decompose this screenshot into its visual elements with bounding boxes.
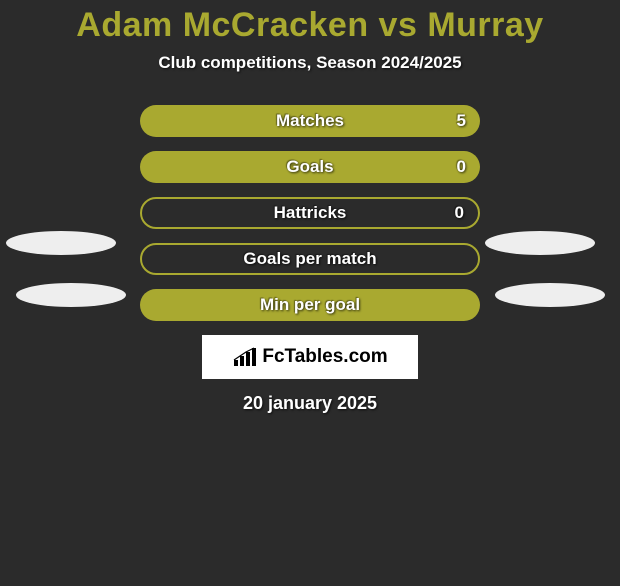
date-text: 20 january 2025 bbox=[0, 393, 620, 414]
stat-label: Matches bbox=[276, 111, 344, 131]
stat-row: Goals 0 bbox=[140, 151, 480, 183]
stat-label: Goals bbox=[286, 157, 333, 177]
stat-label: Goals per match bbox=[243, 249, 376, 269]
stat-label: Min per goal bbox=[260, 295, 360, 315]
player-oval-top-right bbox=[485, 231, 595, 255]
page-title: Adam McCracken vs Murray bbox=[0, 6, 620, 45]
stat-row: Goals per match bbox=[140, 243, 480, 275]
stat-rows: Matches 5 Goals 0 Hattricks 0 Goals per … bbox=[140, 105, 480, 321]
stat-row: Hattricks 0 bbox=[140, 197, 480, 229]
player-oval-top-left bbox=[6, 231, 116, 255]
player-oval-mid-right bbox=[495, 283, 605, 307]
stat-label: Hattricks bbox=[274, 203, 347, 223]
chart-stage: Matches 5 Goals 0 Hattricks 0 Goals per … bbox=[0, 105, 620, 414]
stat-value: 0 bbox=[457, 157, 466, 177]
brand-box: FcTables.com bbox=[202, 335, 418, 379]
stat-row: Matches 5 bbox=[140, 105, 480, 137]
player-oval-mid-left bbox=[16, 283, 126, 307]
stat-value: 0 bbox=[455, 203, 464, 223]
stat-value: 5 bbox=[457, 111, 466, 131]
brand-text: FcTables.com bbox=[262, 346, 387, 368]
page-subtitle: Club competitions, Season 2024/2025 bbox=[0, 53, 620, 73]
stat-row: Min per goal bbox=[140, 289, 480, 321]
bar-chart-icon bbox=[232, 346, 258, 368]
